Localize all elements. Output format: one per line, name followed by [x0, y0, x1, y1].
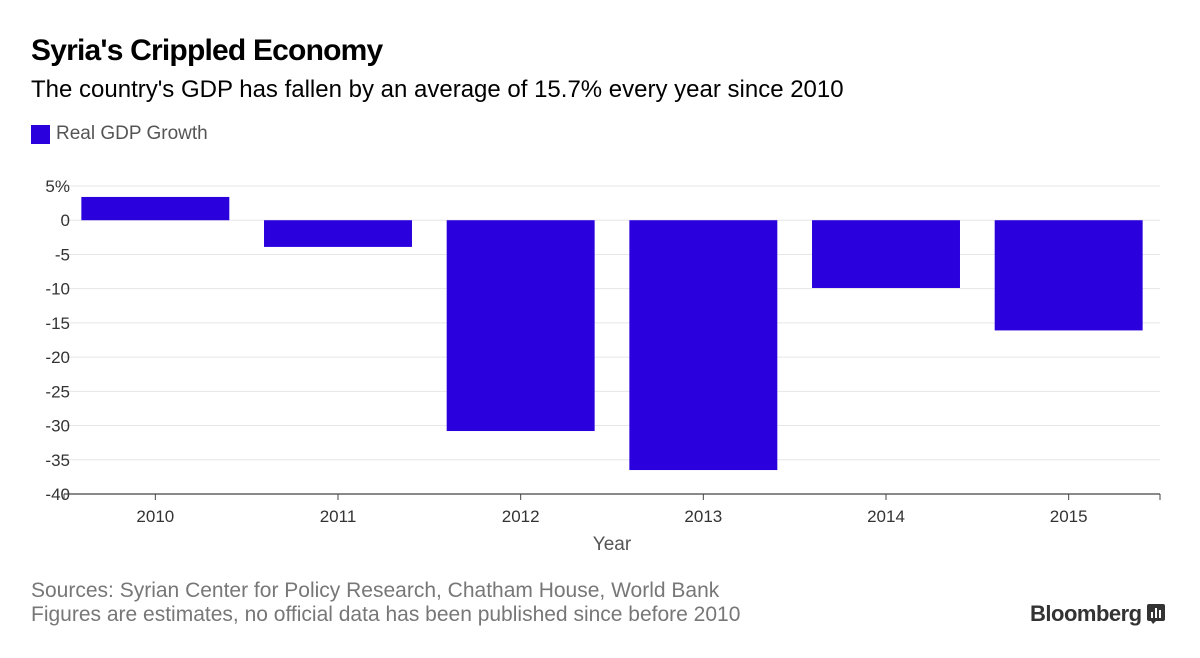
brand-name: Bloomberg — [1030, 601, 1142, 626]
chart-title: Syria's Crippled Economy — [31, 34, 383, 67]
y-tick-label: -10 — [45, 280, 70, 299]
x-tick-label: 2015 — [1050, 507, 1088, 526]
legend-label: Real GDP Growth — [56, 123, 208, 144]
source-note: Sources: Syrian Center for Policy Resear… — [31, 579, 720, 602]
x-tick-label: 2013 — [684, 507, 722, 526]
x-tick-label: 2012 — [502, 507, 540, 526]
legend-swatch — [31, 124, 50, 144]
y-tick-label: -30 — [45, 417, 70, 436]
x-tick-label: 2011 — [320, 507, 357, 526]
y-tick-label: 5% — [45, 177, 70, 196]
y-tick-label: -35 — [45, 451, 70, 470]
bar-2014 — [812, 220, 960, 288]
y-tick-label: -25 — [45, 382, 70, 401]
x-axis-title: Year — [593, 534, 632, 555]
bar-2013 — [629, 220, 778, 471]
bar-2011 — [264, 220, 412, 247]
y-tick-label: 0 — [61, 211, 70, 230]
legend: Real GDP Growth — [31, 123, 208, 145]
x-tick-label: 2014 — [867, 507, 905, 526]
bar-2010 — [81, 196, 230, 221]
y-tick-label: -15 — [45, 314, 70, 333]
x-tick-label: 2010 — [136, 507, 174, 526]
y-tick-label: -20 — [45, 348, 70, 367]
chart-subtitle: The country's GDP has fallen by an avera… — [31, 76, 844, 103]
data-caveat: Figures are estimates, no official data … — [31, 603, 741, 626]
bar-2015 — [994, 220, 1143, 331]
bars — [81, 196, 1143, 471]
bar-2012 — [446, 220, 595, 432]
brand-logo: Bloomberg — [1030, 601, 1165, 627]
gridlines — [64, 185, 1160, 461]
bloomberg-terminal-icon — [1146, 604, 1165, 624]
y-tick-label: -5 — [55, 245, 70, 264]
